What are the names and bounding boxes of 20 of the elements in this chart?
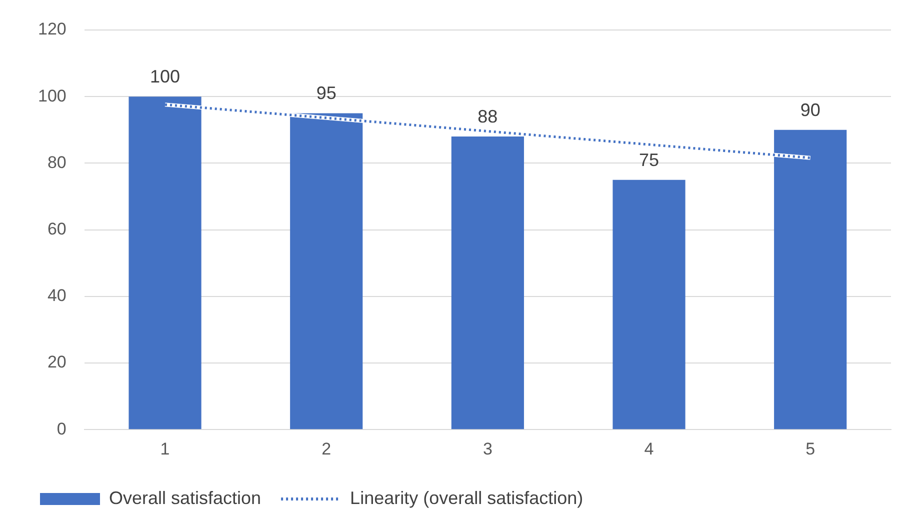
x-tick-label: 1 xyxy=(160,439,170,458)
data-label: 75 xyxy=(638,150,660,170)
y-tick-label: 100 xyxy=(38,86,66,106)
data-label: 90 xyxy=(800,100,820,120)
y-tick-label: 80 xyxy=(47,152,66,172)
y-tick-label: 60 xyxy=(47,219,66,238)
bar xyxy=(612,180,686,430)
x-tick-label: 4 xyxy=(644,439,654,458)
x-tick-label: 2 xyxy=(322,439,332,458)
data-label: 100 xyxy=(150,66,180,87)
y-tick-label: 0 xyxy=(56,419,66,438)
legend-label: Overall satisfaction xyxy=(109,488,262,508)
data-label: 95 xyxy=(316,83,336,104)
x-tick-label: 5 xyxy=(806,439,816,458)
y-tick-label: 40 xyxy=(47,286,66,306)
y-tick-label: 20 xyxy=(47,352,66,372)
y-tick-label: 120 xyxy=(38,20,66,39)
legend-label: Linearity (overall satisfaction) xyxy=(350,488,584,508)
x-tick-label: 3 xyxy=(482,439,492,458)
data-label: 88 xyxy=(478,106,498,127)
